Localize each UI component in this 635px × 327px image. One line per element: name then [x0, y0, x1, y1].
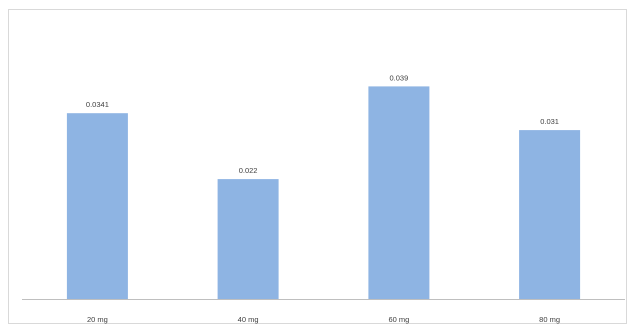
x-tick-label-80-mg: 80 mg [539, 315, 560, 324]
data-label-60-mg: 0.039 [390, 73, 409, 82]
bar-60-mg [368, 86, 430, 300]
bar-20-mg [66, 113, 128, 299]
x-tick-label-20-mg: 20 mg [87, 315, 108, 324]
x-tick-label-60-mg: 60 mg [388, 315, 409, 324]
bar-40-mg [217, 179, 279, 299]
data-label-20-mg: 0.0341 [86, 100, 109, 109]
bars-group [66, 86, 581, 300]
data-label-80-mg: 0.031 [540, 117, 559, 126]
data-label-40-mg: 0.022 [239, 166, 258, 175]
bar-80-mg [519, 130, 581, 299]
data-labels-group: 0.0341 0.022 0.039 0.031 [86, 73, 559, 175]
x-tick-label-40-mg: 40 mg [238, 315, 259, 324]
x-tick-labels-group: 20 mg 40 mg 60 mg 80 mg [87, 315, 560, 324]
